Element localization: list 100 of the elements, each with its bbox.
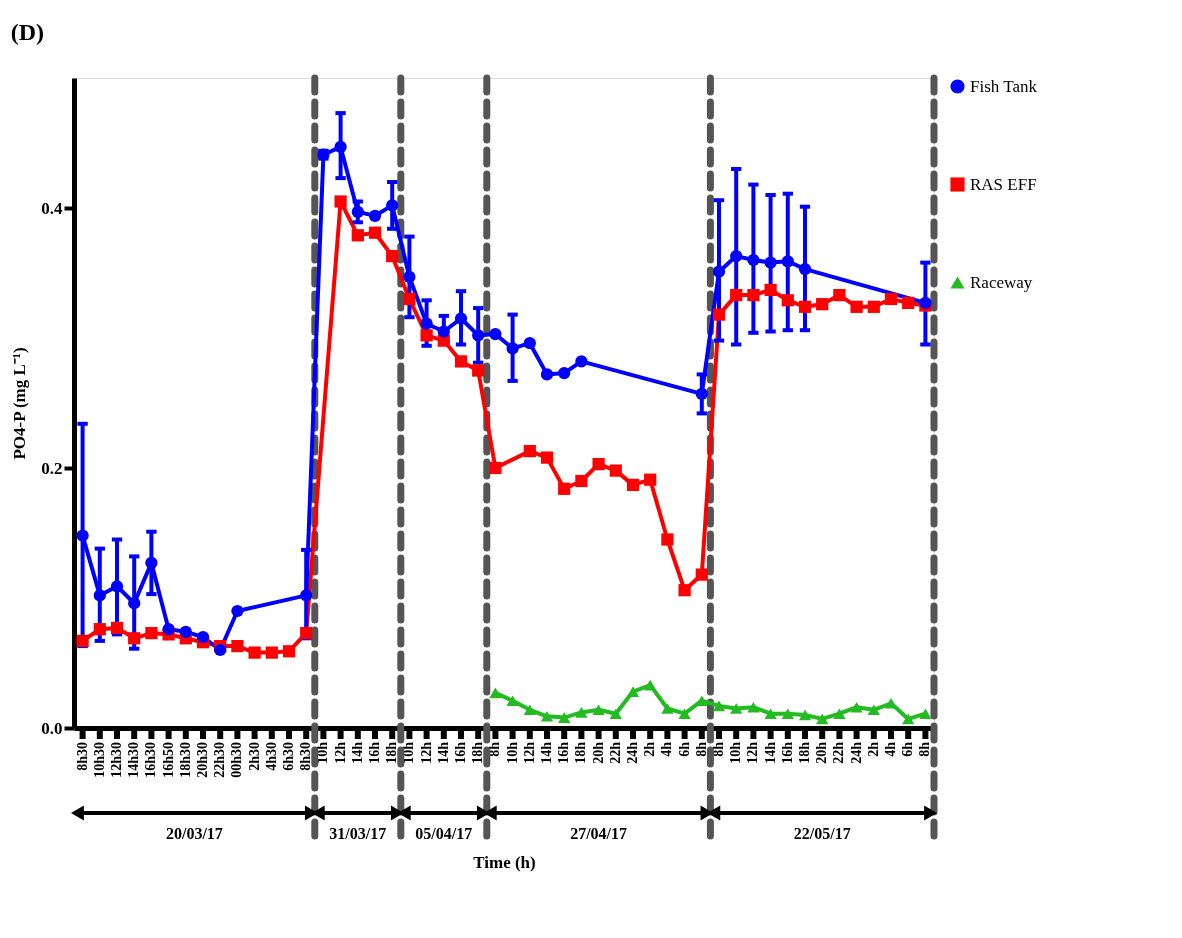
point [472, 329, 485, 342]
point [93, 623, 106, 636]
x-tick-label: 2h [642, 741, 658, 757]
x-tick-label: 18h [470, 741, 486, 764]
x-tick-label: 14h30 [126, 742, 142, 778]
x-tick-label: 00h30 [229, 742, 245, 778]
x-tick-label: 12h30 [109, 742, 124, 778]
point [575, 355, 588, 368]
point [506, 342, 519, 355]
x-tick-label: 16h [367, 741, 382, 764]
point [833, 708, 846, 719]
point [558, 712, 571, 723]
x-tick-label: 16h [779, 741, 795, 764]
x-tick-label: 16h [556, 741, 572, 764]
point [454, 312, 468, 325]
y-tick-label: 0.0 [41, 718, 63, 738]
point [919, 708, 932, 719]
point [747, 253, 760, 267]
point [128, 597, 141, 610]
x-tick-label: 20h30 [195, 742, 210, 778]
x-tick-label: 2h [865, 741, 881, 757]
y-tick-label: 0.2 [41, 458, 63, 478]
point [420, 329, 433, 342]
point [712, 700, 726, 712]
point [265, 646, 278, 659]
x-tick-label: 20h [814, 741, 830, 764]
x-tick-label: 22h30 [212, 742, 228, 778]
text: 27/04/17 [570, 825, 628, 842]
y-tick-label: 0.4 [41, 198, 63, 218]
point [420, 317, 433, 330]
point [162, 623, 175, 636]
point [506, 695, 519, 706]
point [730, 249, 743, 263]
point [489, 687, 502, 699]
point [368, 209, 382, 222]
point [747, 701, 760, 713]
point [850, 300, 863, 313]
x-tick-label: 4h [659, 741, 675, 757]
point [472, 364, 485, 377]
point [231, 639, 244, 653]
point [781, 708, 794, 719]
point [798, 262, 812, 276]
point [351, 205, 364, 219]
x-tick-label: 8h30 [298, 742, 314, 771]
y-axis-title: PO4-P (mg L⁻¹) [10, 347, 30, 460]
text: 20/03/17 [165, 825, 223, 842]
point [816, 713, 829, 725]
point [781, 294, 794, 307]
point [575, 474, 588, 488]
point [816, 298, 829, 311]
point [248, 646, 261, 659]
x-tick-label: 4h [883, 741, 898, 757]
point [592, 704, 605, 716]
x-tick-label: 16h30 [143, 742, 159, 778]
point [368, 226, 382, 239]
point [128, 632, 141, 645]
x-tick-label: 18h [797, 741, 812, 764]
point [764, 283, 777, 297]
x-tick-label: 24h [848, 741, 864, 764]
point [902, 296, 915, 310]
point [626, 478, 640, 492]
legend-label: Fish Tank [970, 76, 1038, 96]
point [523, 704, 536, 716]
point [196, 630, 210, 644]
point [437, 325, 450, 338]
x-tick-label: 4h30 [263, 742, 279, 771]
x-tick-label: 18h [573, 741, 589, 764]
x-tick-label: 12h [745, 741, 761, 764]
point [489, 461, 502, 475]
point [145, 626, 158, 640]
text: 05/04/17 [415, 825, 473, 842]
x-tick-label: 14h [435, 741, 451, 764]
point [902, 713, 915, 725]
x-tick-label: 12h [332, 741, 348, 764]
x-tick-label: 18h30 [177, 742, 193, 778]
x-tick-label: 10h [728, 741, 744, 764]
point [661, 533, 674, 546]
point [781, 255, 794, 268]
x-tick-label: 6h [900, 741, 916, 757]
point [386, 199, 399, 212]
point [798, 300, 812, 313]
point [644, 473, 657, 486]
legend-label: RAS EFF [970, 174, 1037, 194]
point [747, 288, 760, 302]
x-tick-label: 18h [384, 741, 400, 764]
x-tick-label: 12h [521, 741, 537, 764]
point [523, 337, 536, 350]
point [386, 249, 399, 263]
point [575, 707, 588, 718]
x-tick-label: 2h30 [246, 742, 262, 771]
x-tick-label: 10h30 [91, 742, 107, 778]
point [76, 529, 89, 542]
point [712, 265, 726, 278]
point [540, 711, 554, 722]
point [695, 568, 708, 581]
x-tick-label: 6h [676, 741, 692, 757]
point [730, 703, 743, 714]
point [403, 292, 416, 306]
point [540, 451, 554, 464]
point [661, 703, 674, 714]
